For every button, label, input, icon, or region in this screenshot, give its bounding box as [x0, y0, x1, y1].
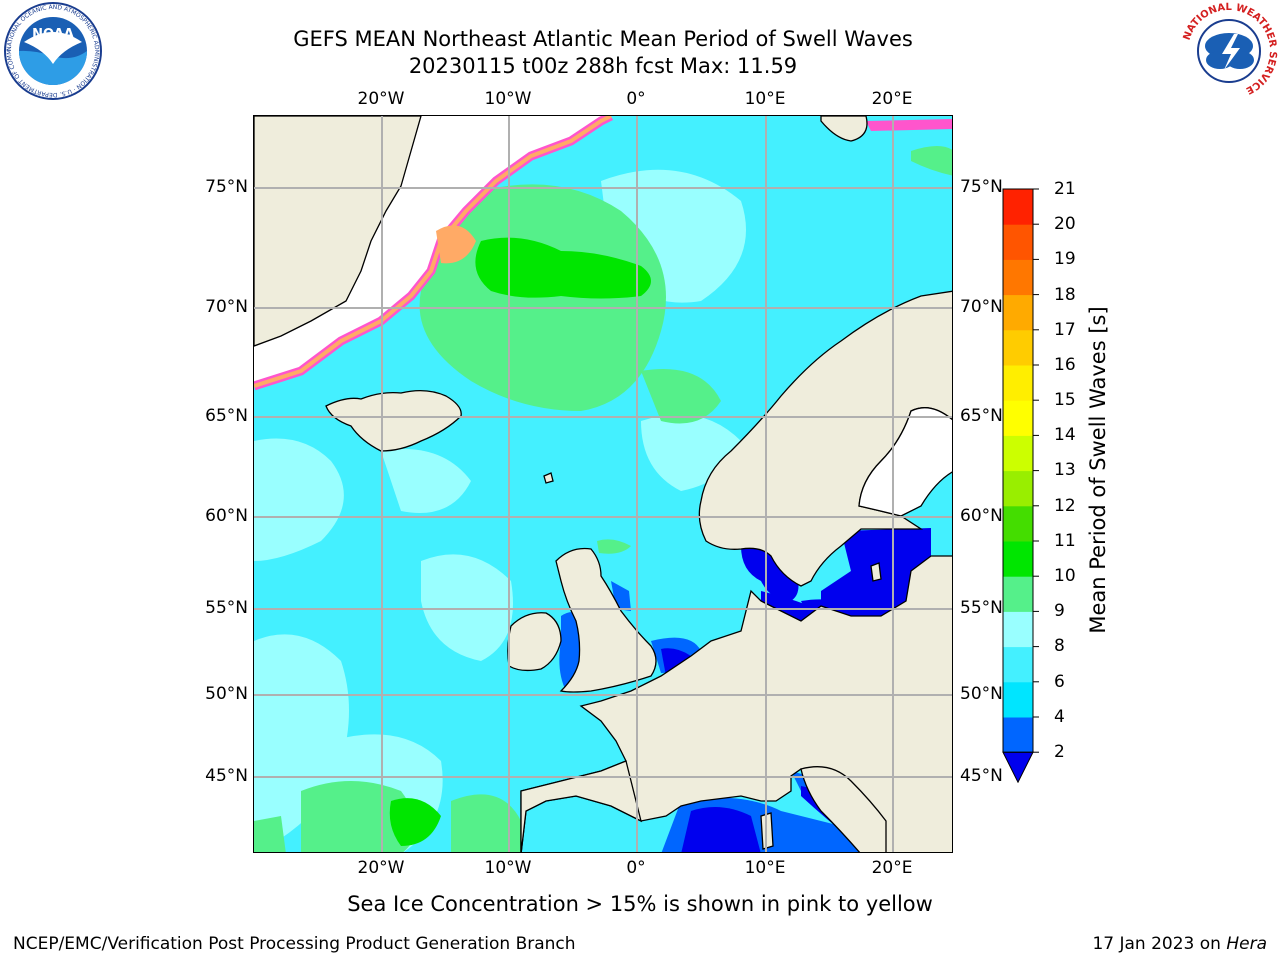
lat-label-left: 45°N	[205, 766, 248, 786]
colorbar-segment	[1003, 224, 1033, 260]
lat-label-left: 65°N	[205, 406, 248, 426]
colorbar-tick: 9	[1054, 601, 1065, 621]
footer-credit: NCEP/EMC/Verification Post Processing Pr…	[13, 934, 576, 954]
colorbar-tick: 19	[1054, 249, 1076, 269]
lon-label-bottom: 10°W	[484, 858, 532, 878]
lat-label-left: 75°N	[205, 177, 248, 197]
colorbar-segment	[1003, 189, 1033, 225]
lat-label-right: 70°N	[960, 297, 1003, 317]
colorbar-under-arrow	[1002, 751, 1034, 783]
great-britain-land	[555, 547, 657, 693]
iberia-land	[520, 760, 642, 852]
colorbar-segment	[1003, 259, 1033, 296]
footer-date-text: 17 Jan 2023 on	[1092, 934, 1227, 954]
lon-label-top: 20°E	[871, 89, 913, 109]
colorbar-segment	[1003, 294, 1033, 331]
lat-label-right: 50°N	[960, 684, 1003, 704]
colorbar-segment	[1003, 576, 1033, 612]
colorbar-segment	[1003, 470, 1033, 507]
colorbar-tick: 10	[1054, 566, 1076, 586]
colorbar-tick: 15	[1054, 390, 1076, 410]
lon-label-top: 20°W	[357, 89, 405, 109]
svalbard-land	[820, 116, 868, 142]
colorbar-segment	[1003, 646, 1033, 683]
colorbar-tick: 4	[1054, 707, 1065, 727]
map-title: GEFS MEAN Northeast Atlantic Mean Period…	[293, 27, 913, 51]
colorbar-tick: 18	[1054, 285, 1076, 305]
lon-label-top: 10°E	[744, 89, 786, 109]
lon-label-top: 0°	[626, 89, 646, 109]
lat-label-right: 55°N	[960, 598, 1003, 618]
map-canvas	[254, 116, 952, 852]
footer-date: 17 Jan 2023 on Hera	[1092, 934, 1267, 954]
colorbar-title: Mean Period of Swell Waves [s]	[1086, 306, 1110, 634]
sea-ice-note: Sea Ice Concentration > 15% is shown in …	[347, 892, 933, 916]
colorbar-tick: 20	[1054, 214, 1076, 234]
lon-label-bottom: 20°W	[357, 858, 405, 878]
colorbar-tick: 2	[1054, 742, 1065, 762]
colorbar-tick: 6	[1054, 672, 1065, 692]
colorbar-tick: 8	[1054, 636, 1065, 656]
greenland-land	[254, 116, 422, 347]
nws-logo: NATIONAL WEATHER SERVICE	[1182, 2, 1278, 98]
colorbar-tick: 17	[1054, 320, 1076, 340]
colorbar-tick: 11	[1054, 531, 1076, 551]
colorbar-tick: 12	[1054, 496, 1076, 516]
lon-label-bottom: 20°E	[871, 858, 913, 878]
colorbar-segment	[1003, 400, 1033, 436]
lat-label-right: 75°N	[960, 177, 1003, 197]
lat-label-left: 50°N	[205, 684, 248, 704]
map-gridlines	[254, 116, 952, 852]
colorbar-tick: 14	[1054, 425, 1076, 445]
colorbar-segment	[1003, 611, 1033, 648]
lat-label-left: 55°N	[205, 598, 248, 618]
map-panel	[253, 115, 953, 853]
italy-land	[800, 766, 887, 852]
swell-10-11s-areas	[389, 237, 651, 846]
lat-label-right: 65°N	[960, 406, 1003, 426]
colorbar-segment	[1003, 505, 1033, 542]
colorbar-segment	[1003, 435, 1033, 472]
lat-label-right: 60°N	[960, 506, 1003, 526]
colorbar-tick: 13	[1054, 460, 1076, 480]
footer-host: Hera	[1226, 934, 1267, 954]
lat-label-left: 70°N	[205, 297, 248, 317]
colorbar-segment	[1003, 681, 1033, 718]
lat-label-left: 60°N	[205, 506, 248, 526]
lon-label-top: 10°W	[484, 89, 532, 109]
colorbar-segment	[1003, 541, 1033, 577]
colorbar-segment	[1003, 329, 1033, 366]
colorbar-segment	[1003, 717, 1033, 753]
colorbar-tick: 16	[1054, 355, 1076, 375]
colorbar-segment	[1003, 365, 1033, 401]
map-subtitle: 20230115 t00z 288h fcst Max: 11.59	[408, 54, 798, 78]
colorbar	[1002, 188, 1039, 783]
lat-label-right: 45°N	[960, 766, 1003, 786]
lon-label-bottom: 0°	[626, 858, 646, 878]
noaa-text: NOAA	[32, 27, 74, 42]
noaa-logo: NATIONAL OCEANIC AND ATMOSPHERIC ADMINIS…	[2, 2, 102, 100]
lon-label-bottom: 10°E	[744, 858, 786, 878]
colorbar-tick: 21	[1054, 179, 1076, 199]
